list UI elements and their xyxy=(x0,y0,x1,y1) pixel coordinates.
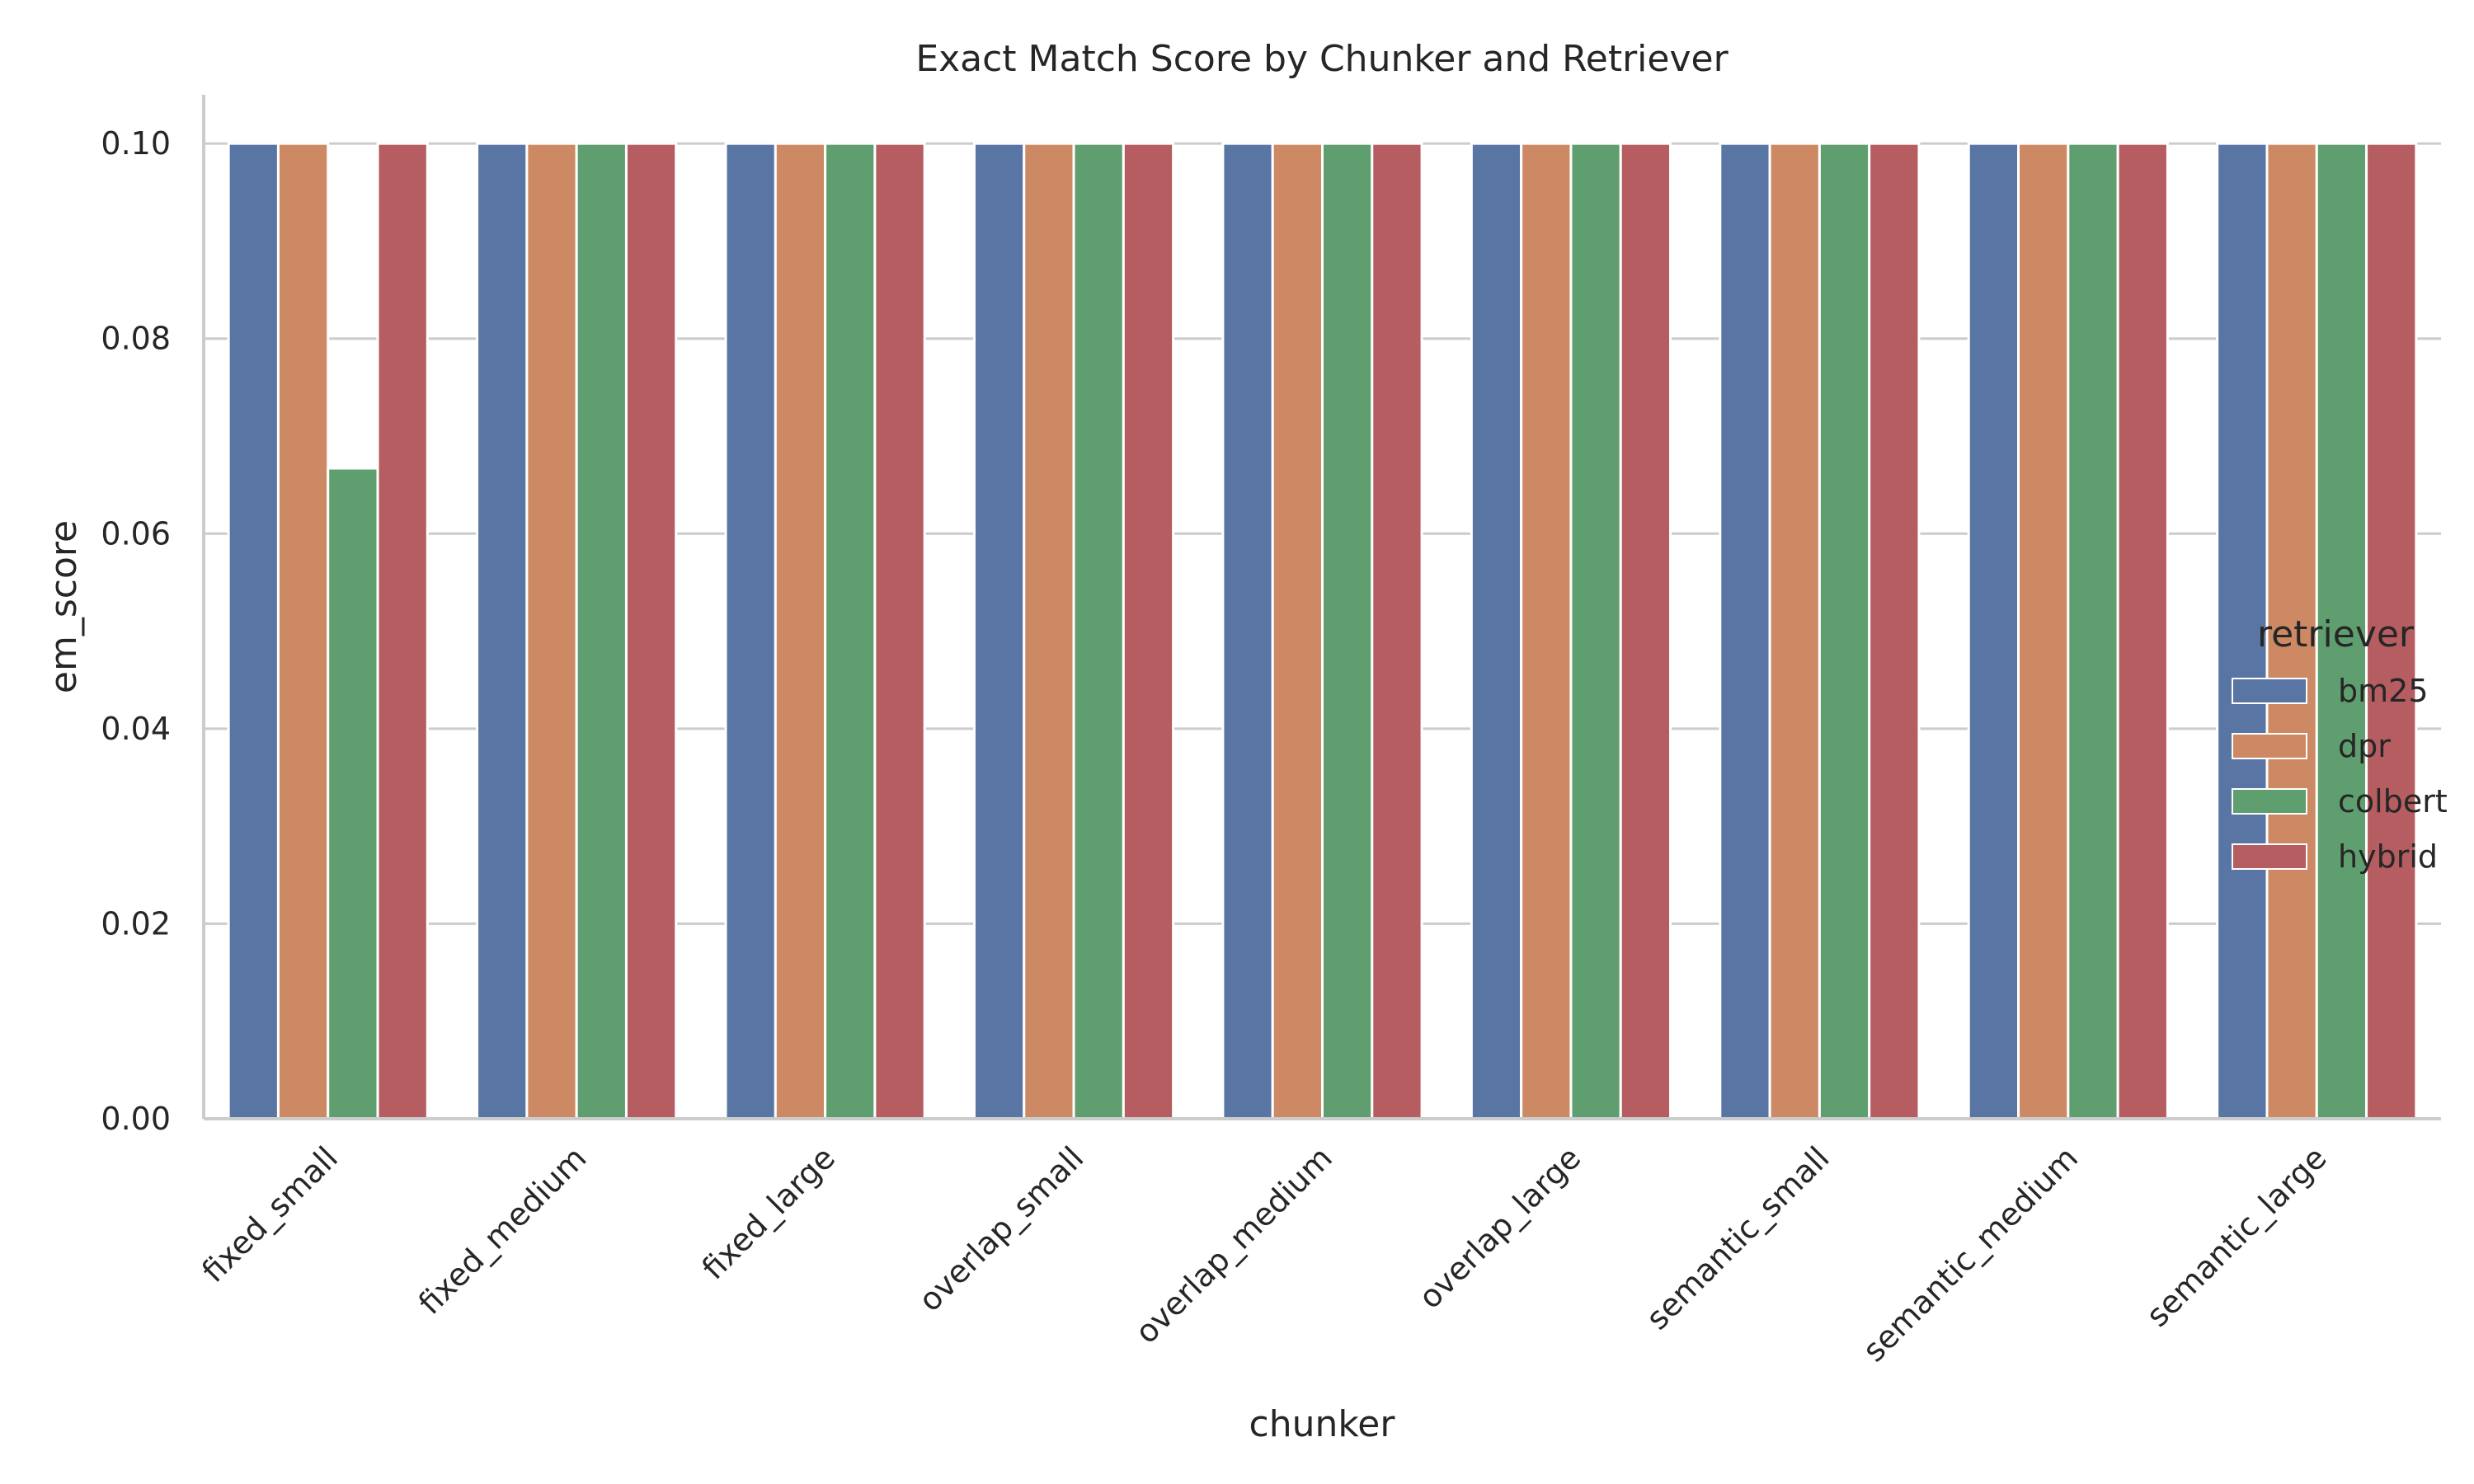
bar-hybrid-semantic_small xyxy=(1868,142,1921,1120)
bar-bm25-semantic_large xyxy=(2216,142,2269,1120)
bar-colbert-semantic_large xyxy=(2315,142,2368,1120)
bar-hybrid-overlap_medium xyxy=(1371,142,1423,1120)
bar-hybrid-overlap_large xyxy=(1619,142,1672,1120)
bar-hybrid-semantic_large xyxy=(2365,142,2418,1120)
bar-hybrid-fixed_medium xyxy=(624,142,678,1120)
y-tick-label: 0.10 xyxy=(101,125,171,162)
bar-bm25-fixed_medium xyxy=(476,142,529,1120)
bar-colbert-semantic_medium xyxy=(2067,142,2119,1120)
x-axis-ticks: fixed_small fixed_medium fixed_large overla… xyxy=(195,1139,2333,1369)
legend-label-hybrid: hybrid xyxy=(2338,838,2438,875)
legend: retriever bm25 dpr colbert hybrid xyxy=(2232,613,2448,875)
legend-swatch-bm25 xyxy=(2232,678,2307,704)
bar-bm25-semantic_small xyxy=(1719,142,1771,1120)
bar-dpr-fixed_small xyxy=(276,142,330,1120)
bar-colbert-fixed_large xyxy=(824,142,877,1120)
bar-hybrid-overlap_small xyxy=(1122,142,1175,1120)
bar-dpr-fixed_large xyxy=(774,142,827,1120)
legend-label-dpr: dpr xyxy=(2338,728,2391,764)
bar-colbert-semantic_small xyxy=(1818,142,1871,1120)
x-tick-label: fixed_small xyxy=(195,1139,345,1289)
x-tick-label: overlap_medium xyxy=(1128,1139,1339,1350)
bar-bm25-overlap_small xyxy=(972,142,1026,1120)
y-axis-ticks: 0.00 0.02 0.04 0.06 0.08 0.10 xyxy=(101,125,171,1137)
bar-bm25-overlap_large xyxy=(1470,142,1523,1120)
bar-hybrid-fixed_small xyxy=(376,142,429,1120)
bar-dpr-overlap_medium xyxy=(1271,142,1324,1120)
y-tick-label: 0.04 xyxy=(101,711,171,747)
x-tick-label: semantic_medium xyxy=(1856,1139,2085,1369)
bar-dpr-fixed_medium xyxy=(525,142,578,1120)
x-tick-label: overlap_large xyxy=(1412,1139,1588,1316)
y-tick-label: 0.08 xyxy=(101,321,171,357)
legend-swatch-hybrid xyxy=(2232,843,2307,870)
legend-swatch-colbert xyxy=(2232,788,2307,815)
x-tick-label: fixed_large xyxy=(695,1139,842,1286)
bar-dpr-overlap_small xyxy=(1023,142,1075,1120)
bar-bm25-overlap_medium xyxy=(1221,142,1274,1120)
bar-colbert-fixed_small xyxy=(327,467,379,1120)
bar-colbert-overlap_large xyxy=(1569,142,1622,1120)
x-tick-label: semantic_small xyxy=(1639,1139,1837,1336)
bar-dpr-semantic_medium xyxy=(2017,142,2070,1120)
x-tick-label: fixed_medium xyxy=(412,1139,594,1322)
legend-swatch-dpr xyxy=(2232,733,2307,759)
bar-hybrid-fixed_large xyxy=(873,142,926,1120)
chart-title: Exact Match Score by Chunker and Retriev… xyxy=(915,38,1729,80)
bar-dpr-semantic_small xyxy=(1768,142,1821,1120)
bar-hybrid-semantic_medium xyxy=(2116,142,2169,1120)
y-tick-label: 0.02 xyxy=(101,905,171,942)
y-tick-label: 0.06 xyxy=(101,515,171,552)
bar-bm25-fixed_small xyxy=(227,142,280,1120)
x-tick-label: overlap_small xyxy=(911,1139,1090,1318)
legend-label-bm25: bm25 xyxy=(2338,673,2429,709)
bar-colbert-fixed_medium xyxy=(575,142,628,1120)
bar-bm25-semantic_medium xyxy=(1967,142,2020,1120)
legend-label-colbert: colbert xyxy=(2338,783,2448,819)
bar-dpr-overlap_large xyxy=(1520,142,1573,1120)
y-axis-label: em_score xyxy=(43,520,85,693)
legend-title: retriever xyxy=(2257,613,2415,655)
x-tick-label: semantic_large xyxy=(2139,1139,2334,1334)
bar-colbert-overlap_medium xyxy=(1321,142,1374,1120)
bar-bm25-fixed_large xyxy=(724,142,777,1120)
y-tick-label: 0.00 xyxy=(101,1101,171,1137)
bar-colbert-overlap_small xyxy=(1072,142,1125,1120)
bars xyxy=(227,142,2418,1120)
x-axis-label: chunker xyxy=(1249,1403,1396,1445)
